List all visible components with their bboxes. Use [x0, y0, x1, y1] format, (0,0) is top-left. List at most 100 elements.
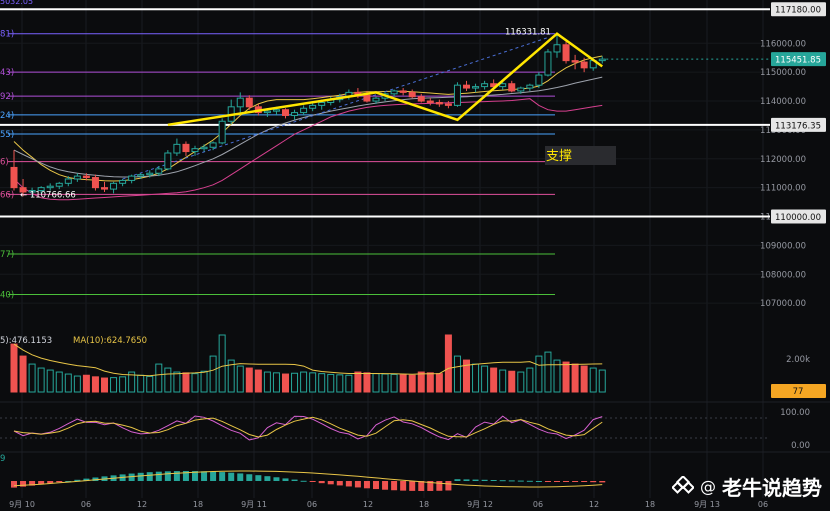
candle-body — [571, 60, 579, 63]
volume-bar — [309, 372, 317, 393]
candle-body — [499, 83, 507, 88]
macd-histogram-bar — [427, 481, 434, 491]
macd-histogram-bar — [164, 471, 171, 481]
volume-bar — [91, 376, 99, 393]
macd-histogram-bar — [47, 481, 54, 484]
candle-body — [263, 110, 271, 114]
macd-histogram-bar — [327, 481, 334, 485]
macd-histogram-bar — [255, 475, 262, 481]
macd-histogram-bar — [499, 480, 506, 482]
macd-histogram-bar — [508, 480, 515, 482]
candle-body — [526, 84, 534, 89]
macd-histogram-bar — [137, 472, 144, 481]
volume-bar — [571, 363, 579, 393]
volume-bar — [101, 377, 108, 393]
time-axis-label: 06 — [533, 500, 543, 509]
macd-histogram-bar — [246, 474, 253, 481]
volume-bar — [553, 359, 561, 393]
high-price-label: 116331.81 — [505, 28, 551, 38]
candle-body — [562, 44, 570, 62]
macd-histogram-bar — [92, 477, 99, 481]
macd-label: 9 — [0, 454, 5, 464]
volume-bar — [155, 363, 163, 393]
time-axis-label: 18 — [645, 500, 655, 509]
candle-body — [164, 152, 172, 170]
time-axis-label: 12 — [589, 500, 599, 509]
time-axis-label: 9月 12 — [467, 500, 493, 509]
candle-body — [390, 90, 398, 95]
fib-level-label: 24) — [0, 111, 14, 121]
candle-body — [517, 87, 525, 92]
fib-level-label: 77) — [0, 250, 14, 260]
macd-histogram-bar — [554, 481, 560, 482]
macd-histogram-bar — [11, 481, 17, 488]
volume-bar — [336, 374, 344, 393]
candle-body — [119, 179, 127, 184]
watermark-at: @ — [700, 477, 716, 496]
volume-bar — [580, 365, 588, 393]
volume-bar — [517, 371, 525, 393]
volume-bar — [10, 343, 18, 393]
low-price-label: ← 110766.66 — [20, 190, 76, 200]
price-tick-label: 114000.00 — [760, 97, 806, 107]
candle-body — [291, 112, 299, 116]
macd-histogram-bar — [237, 473, 244, 481]
volume-bar — [381, 373, 389, 393]
macd-histogram-bar — [65, 481, 72, 482]
candle-body — [73, 175, 81, 180]
candle-body — [272, 109, 280, 112]
macd-histogram-bar — [563, 481, 570, 482]
macd-histogram-bar — [418, 481, 425, 491]
candle-body — [318, 101, 326, 106]
macd-histogram-bar — [599, 481, 606, 483]
volume-bar — [544, 351, 552, 393]
macd-histogram-bar — [581, 481, 588, 482]
candle-body — [300, 107, 308, 114]
macd-histogram-bar — [363, 481, 370, 489]
volume-bar — [64, 373, 72, 393]
macd-histogram-bar — [336, 481, 343, 486]
volume-bar — [598, 369, 606, 393]
macd-histogram-bar — [590, 481, 597, 483]
macd-histogram-bar — [146, 472, 153, 481]
volume-bar — [463, 359, 470, 393]
candle-body — [19, 187, 27, 193]
support-box — [545, 146, 616, 165]
price-tick-label: 108000.00 — [760, 270, 806, 280]
time-axis-label: 06 — [81, 500, 91, 509]
macd-histogram-bar — [572, 481, 579, 482]
volume-bar — [200, 370, 208, 393]
rsi-tick-label: 100.00 — [780, 408, 810, 418]
volume-bar — [318, 373, 326, 393]
volume-bar — [490, 367, 498, 393]
volume-bar — [499, 369, 507, 393]
candle-body — [236, 97, 244, 108]
volume-bar — [110, 377, 118, 393]
volume-bar — [263, 371, 271, 393]
volume-bar — [508, 370, 516, 393]
ma-line — [13, 55, 603, 182]
time-axis-label: 06 — [307, 500, 317, 509]
volume-ma-line — [13, 343, 603, 377]
macd-histogram-bar — [526, 480, 533, 482]
top-left-price-label: 5032.05 — [0, 0, 33, 6]
volume-bar — [300, 371, 308, 393]
candle-body — [399, 90, 407, 93]
volume-bar — [46, 369, 54, 393]
macd-histogram-bar — [201, 471, 208, 481]
volume-bar — [37, 367, 45, 393]
macd-line — [13, 470, 603, 488]
macd-histogram-bar — [454, 479, 461, 481]
key-level-label: 110000.00 — [775, 213, 821, 223]
candle-body — [472, 86, 480, 89]
diamond-logo-icon — [672, 475, 694, 494]
macd-histogram-bar — [373, 481, 379, 490]
candle-body — [46, 185, 54, 189]
candle-body — [282, 109, 289, 116]
candle-body — [182, 143, 190, 153]
volume-bar — [363, 372, 371, 393]
macd-histogram-bar — [83, 478, 90, 481]
macd-histogram-bar — [544, 481, 551, 482]
